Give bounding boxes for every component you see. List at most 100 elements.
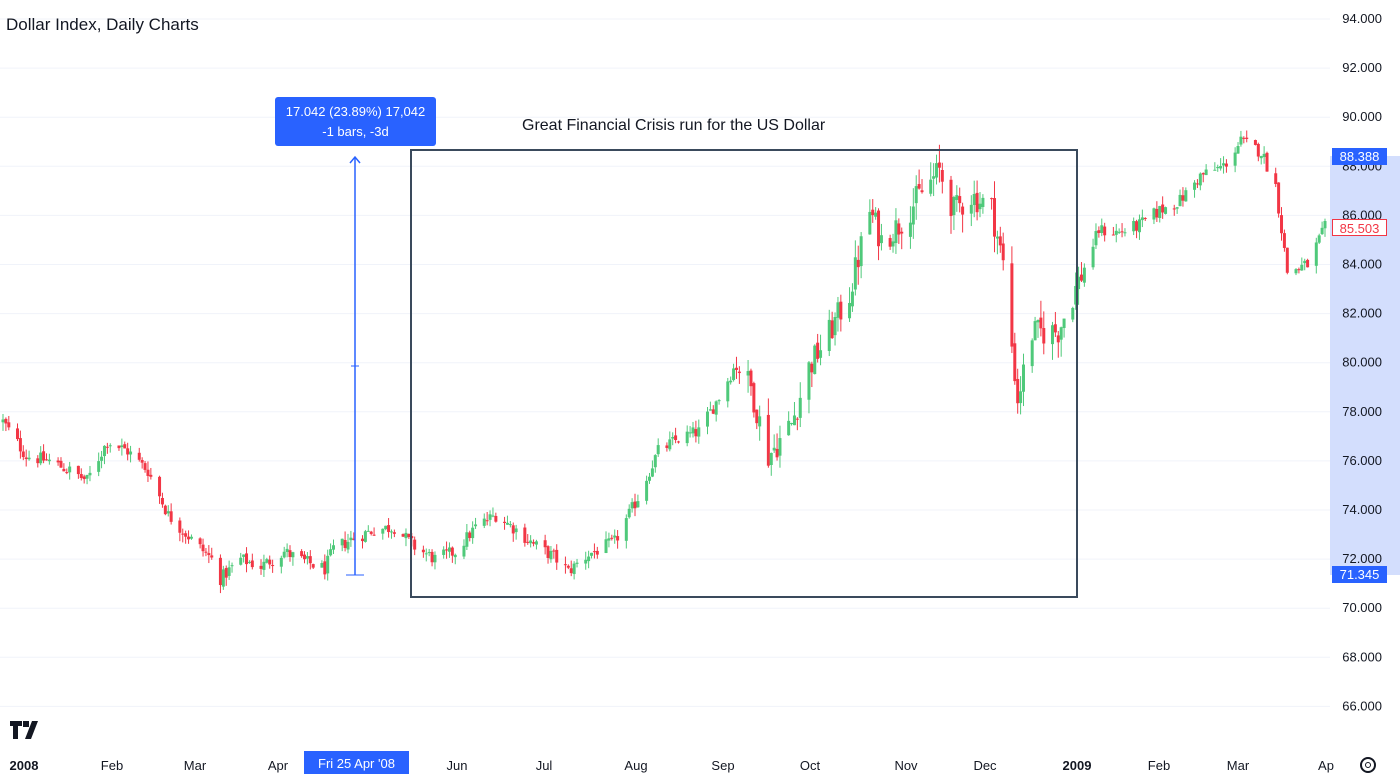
candle xyxy=(807,361,811,414)
candle xyxy=(7,415,11,431)
candle-body xyxy=(676,441,680,443)
candle xyxy=(129,445,133,463)
candle-body xyxy=(758,416,762,427)
candle-body xyxy=(1033,321,1037,341)
candle xyxy=(97,452,101,477)
candle-body xyxy=(940,169,944,182)
candle xyxy=(726,377,730,408)
candle-body xyxy=(105,446,109,448)
candle-body xyxy=(285,548,289,552)
candle-body xyxy=(4,418,8,424)
candle xyxy=(340,538,344,552)
candle xyxy=(42,444,46,464)
candle xyxy=(320,560,324,568)
candle xyxy=(1178,189,1182,207)
chart-title: Dollar Index, Daily Charts xyxy=(6,15,199,34)
candle-body xyxy=(363,531,367,542)
candle xyxy=(1256,142,1260,162)
candle xyxy=(1222,156,1226,174)
candle xyxy=(839,294,843,332)
time-axis[interactable]: 2008 Feb Mar Apr Jun Jul Aug Sep Oct Nov Dec 2009 Fe… xyxy=(10,758,1334,773)
candle xyxy=(1103,222,1107,242)
candle-body xyxy=(366,530,370,532)
candle xyxy=(778,425,782,468)
candle-body xyxy=(1132,221,1136,232)
candle-body xyxy=(563,564,567,566)
y-tick-label: 76.000 xyxy=(1342,453,1382,468)
candle-body xyxy=(532,542,536,544)
candle-body xyxy=(708,409,712,411)
grid-lines xyxy=(0,18,1330,707)
candle xyxy=(300,549,304,558)
candle xyxy=(1306,258,1310,268)
candle-body xyxy=(1042,328,1046,344)
candle xyxy=(766,398,770,468)
candle-body xyxy=(874,212,878,217)
candle-body xyxy=(146,469,150,476)
candle-body xyxy=(1216,166,1220,169)
candle xyxy=(1323,218,1327,237)
candle xyxy=(384,525,388,531)
candle-body xyxy=(746,371,750,376)
candle-body xyxy=(242,554,246,557)
candle-body xyxy=(1297,269,1301,271)
x-tick-label: Dec xyxy=(973,758,997,773)
candle xyxy=(1239,130,1243,147)
candle xyxy=(523,523,527,547)
candle xyxy=(940,162,944,194)
candle xyxy=(746,359,750,393)
candle xyxy=(1094,223,1098,249)
candle-body xyxy=(726,381,730,402)
candle xyxy=(874,207,878,220)
candle xyxy=(1213,162,1217,171)
candle-body xyxy=(160,497,164,505)
candle xyxy=(65,468,69,475)
candle xyxy=(830,311,834,339)
candle xyxy=(1274,167,1278,188)
candle xyxy=(792,402,796,426)
candle-body xyxy=(1245,137,1249,139)
x-tick-label: Nov xyxy=(894,758,918,773)
candle xyxy=(1314,237,1318,274)
candle-body xyxy=(1303,260,1307,264)
candle-body xyxy=(187,536,191,540)
candle-body xyxy=(653,455,657,468)
candle xyxy=(105,442,109,454)
candle-body xyxy=(44,459,48,461)
candle-body xyxy=(798,397,802,418)
candle xyxy=(187,530,191,544)
candle-body xyxy=(1306,259,1310,268)
candle-body xyxy=(665,445,669,448)
candle xyxy=(1320,221,1324,235)
candle xyxy=(471,521,475,544)
candle xyxy=(491,507,495,518)
candle-body xyxy=(149,474,153,477)
candle xyxy=(1303,258,1307,271)
candle xyxy=(787,411,791,436)
candle xyxy=(184,530,188,544)
candle-body xyxy=(592,551,596,553)
candle-body xyxy=(1094,231,1098,246)
price-axis[interactable]: 94.00092.00090.00088.00086.00084.00082.0… xyxy=(1342,11,1382,713)
candle xyxy=(1193,180,1197,198)
candle-body xyxy=(737,371,741,374)
candle xyxy=(952,195,956,231)
candle-body xyxy=(465,532,469,547)
candle xyxy=(949,175,953,234)
candle xyxy=(1152,207,1156,225)
candle-body xyxy=(839,301,843,320)
candle-body xyxy=(1300,264,1304,271)
candle xyxy=(911,188,915,239)
candle xyxy=(1181,187,1185,207)
candle-body xyxy=(1178,194,1182,207)
candle-body xyxy=(1077,276,1081,290)
candle xyxy=(1019,376,1023,415)
candle xyxy=(146,461,150,482)
candle-body xyxy=(7,422,11,428)
candle-body xyxy=(343,539,347,548)
settings-icon[interactable] xyxy=(1360,757,1376,773)
tradingview-logo-icon[interactable] xyxy=(10,721,42,739)
candle xyxy=(616,530,620,549)
candle-body xyxy=(705,411,709,427)
candle xyxy=(433,551,437,570)
